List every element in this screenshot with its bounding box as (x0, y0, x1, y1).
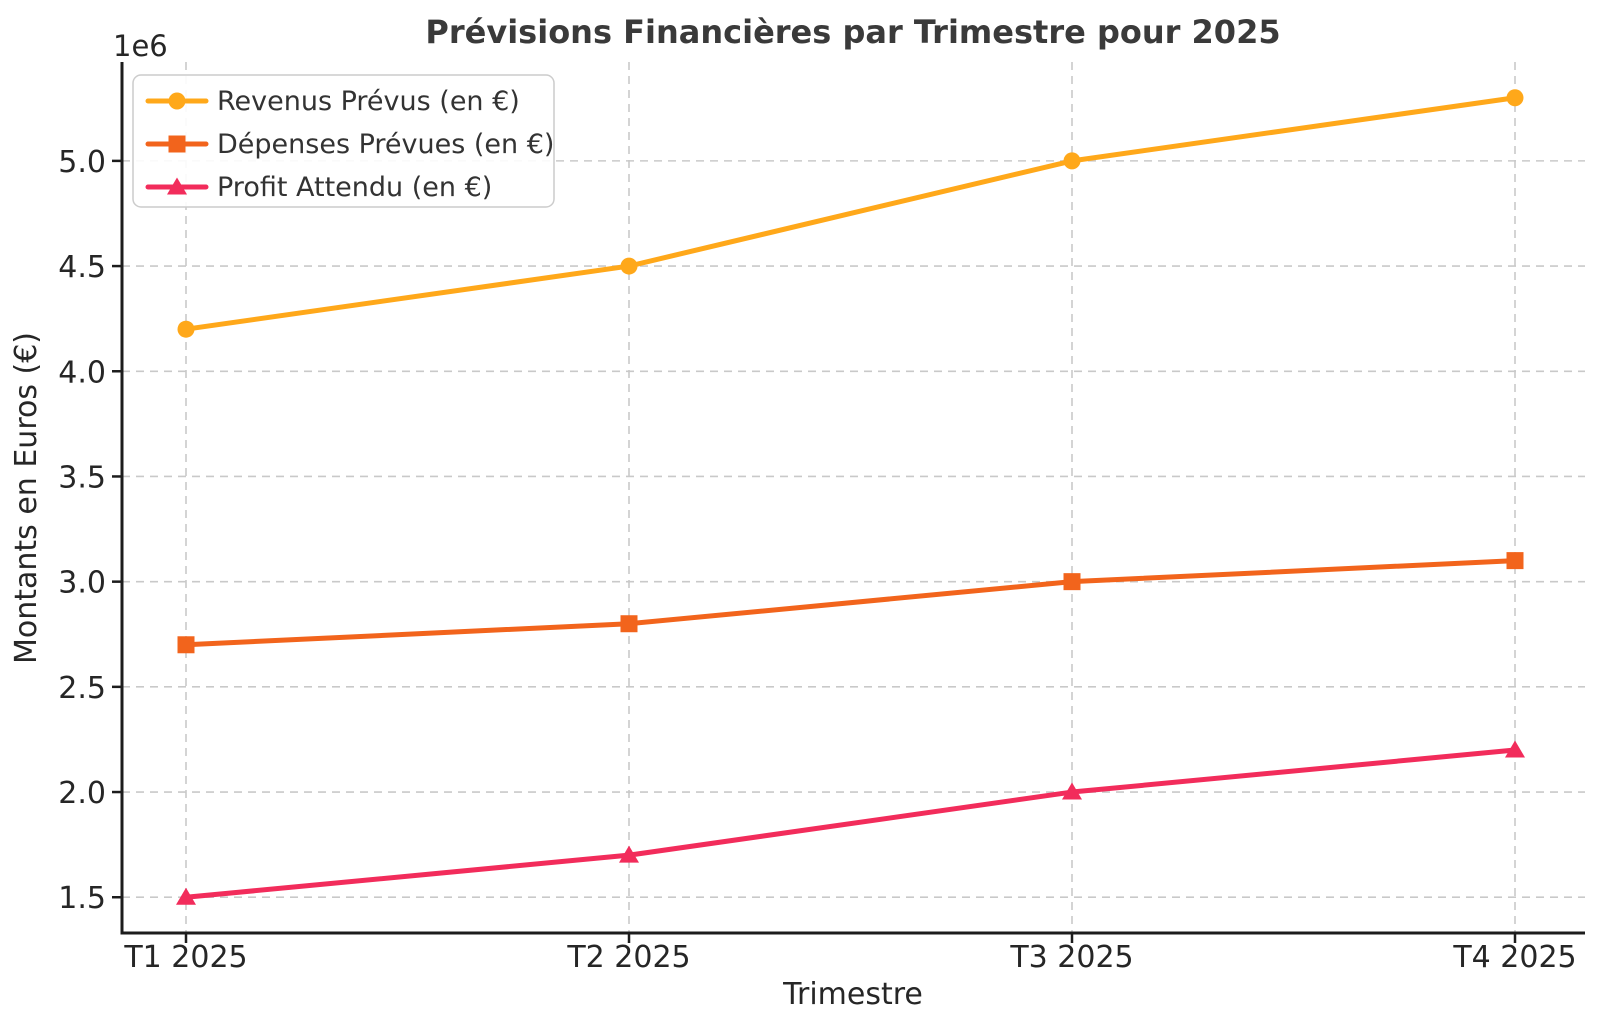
y-tick-label: 2.5 (58, 671, 106, 706)
y-axis-offset-text: 1e6 (113, 29, 168, 63)
x-tick-label: T1 2025 (123, 940, 247, 975)
legend-item: Profit Attendu (en €) (145, 172, 492, 203)
circle-marker-icon (168, 92, 186, 110)
legend-item-label: Profit Attendu (en €) (217, 172, 492, 203)
axes-layer (112, 62, 1585, 943)
series-layer (176, 89, 1525, 905)
data-point-marker (177, 320, 195, 338)
y-tick-label: 4.5 (58, 250, 106, 285)
y-tick-label: 3.0 (58, 566, 106, 601)
y-axis-label: Montants en Euros (€) (9, 332, 44, 664)
y-tick-label: 2.0 (58, 776, 106, 811)
series-0 (177, 89, 1524, 338)
data-point-marker (1505, 740, 1525, 758)
data-point-marker (1063, 152, 1081, 170)
y-tick-label: 1.5 (58, 881, 106, 916)
y-tick-label: 5.0 (58, 145, 106, 180)
data-point-marker (1506, 89, 1524, 107)
chart-title: Prévisions Financières par Trimestre pou… (425, 13, 1280, 51)
series-line (183, 558, 1518, 648)
series-2 (176, 740, 1525, 905)
legend-box (132, 74, 555, 208)
legend-item: Dépenses Prévues (en €) (145, 129, 554, 160)
x-axis-label: Trimestre (782, 977, 923, 1012)
legend: Revenus Prévus (en €) Dépenses Prévues (e… (132, 74, 555, 208)
data-point-marker (176, 887, 196, 905)
data-point-marker (177, 636, 195, 654)
data-point-marker (620, 257, 638, 275)
legend-item-label: Dépenses Prévues (en €) (217, 129, 554, 160)
y-tick-label: 4.0 (58, 355, 106, 390)
triangle-marker-icon (167, 177, 187, 195)
data-point-marker (1063, 573, 1081, 591)
data-point-marker (620, 615, 638, 633)
tick-label-layer: T1 2025 T2 2025 T3 2025 T4 2025 1.5 2.0 2.5 3.0… (58, 145, 1576, 975)
series-1 (177, 552, 1524, 654)
x-tick-label: T4 2025 (1452, 940, 1576, 975)
y-tick-label: 3.5 (58, 460, 106, 495)
data-point-marker (1062, 782, 1082, 800)
data-point-marker (1506, 552, 1524, 570)
series-line (183, 95, 1518, 332)
series-line (183, 747, 1518, 900)
x-tick-label: T2 2025 (566, 940, 690, 975)
legend-item-label: Revenus Prévus (en €) (217, 86, 520, 117)
x-tick-label: T3 2025 (1009, 940, 1133, 975)
square-marker-icon (168, 135, 186, 153)
legend-item: Revenus Prévus (en €) (145, 86, 520, 117)
data-point-marker (619, 845, 639, 863)
